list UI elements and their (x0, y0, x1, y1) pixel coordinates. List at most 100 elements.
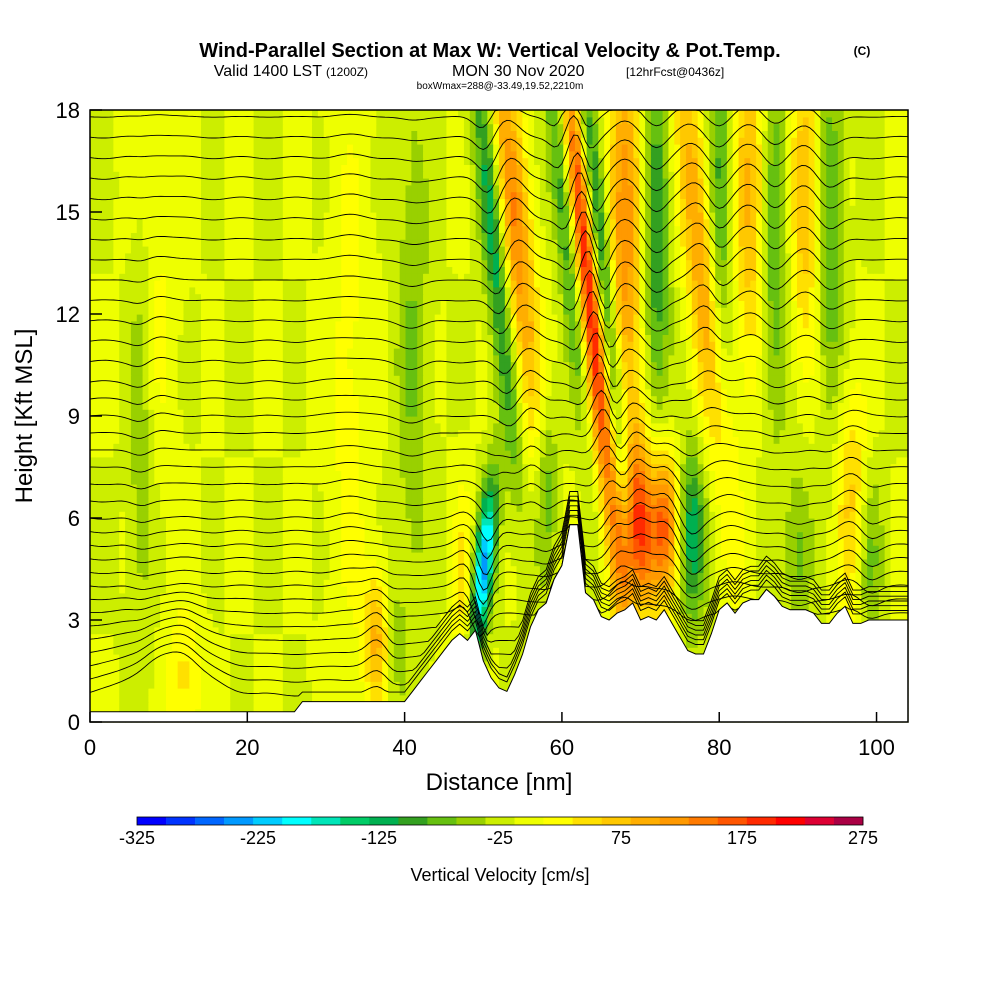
velocity-cell (335, 667, 342, 675)
velocity-cell (294, 606, 301, 614)
velocity-cell (592, 599, 599, 607)
velocity-cell (633, 552, 640, 560)
velocity-cell (288, 592, 296, 601)
velocity-cell (183, 592, 190, 601)
velocity-cell (487, 538, 494, 546)
velocity-cell (434, 518, 442, 526)
velocity-cell (586, 572, 594, 580)
velocity-cell (224, 613, 231, 621)
velocity-cell (206, 531, 214, 539)
velocity-cell (843, 490, 851, 499)
velocity-cell (288, 620, 296, 628)
velocity-cell (516, 592, 523, 601)
velocity-cell (814, 531, 821, 539)
velocity-cell (218, 586, 225, 594)
velocity-cell (592, 538, 599, 546)
velocity-cell (510, 497, 518, 505)
velocity-cell (177, 674, 185, 682)
velocity-cell (335, 572, 342, 580)
velocity-cell (399, 694, 407, 703)
velocity-cell (487, 667, 494, 675)
velocity-cell (621, 552, 629, 560)
velocity-cell (428, 477, 436, 485)
velocity-cell (522, 592, 529, 601)
velocity-cell (206, 538, 214, 546)
velocity-cell (276, 681, 284, 689)
velocity-cell (627, 524, 634, 533)
velocity-cell (382, 490, 389, 499)
velocity-cell (399, 538, 407, 546)
velocity-cell (796, 579, 804, 587)
velocity-cell (206, 524, 214, 533)
velocity-cell (271, 518, 278, 526)
velocity-cell (230, 538, 237, 546)
velocity-cell (499, 599, 506, 607)
velocity-cell (732, 518, 740, 526)
velocity-cell (639, 579, 646, 587)
velocity-cell (358, 490, 366, 499)
velocity-cell (236, 511, 243, 519)
velocity-cell (779, 565, 786, 573)
velocity-cell (148, 579, 155, 587)
velocity-cell (709, 572, 716, 580)
velocity-cell (756, 524, 763, 533)
velocity-cell (796, 558, 804, 567)
velocity-cell (393, 586, 401, 594)
velocity-cell (493, 565, 500, 573)
velocity-cell (347, 531, 354, 539)
velocity-cell (136, 654, 144, 662)
velocity-cell (288, 599, 296, 607)
velocity-cell (317, 545, 325, 553)
velocity-cell (206, 694, 214, 703)
velocity-cell (434, 545, 442, 553)
velocity-cell (621, 592, 629, 601)
velocity-cell (387, 565, 395, 573)
velocity-cell (376, 518, 383, 526)
velocity-cell (294, 545, 301, 553)
velocity-cell (165, 538, 173, 546)
velocity-cell (837, 545, 845, 553)
velocity-cell (738, 599, 745, 607)
velocity-cell (335, 674, 342, 682)
velocity-cell (201, 660, 208, 669)
velocity-cell (376, 620, 383, 628)
velocity-cell (808, 524, 816, 533)
velocity-cell (160, 694, 167, 703)
velocity-cell (370, 490, 377, 499)
velocity-cell (189, 538, 196, 546)
velocity-cell (212, 518, 220, 526)
velocity-cell (107, 518, 114, 526)
velocity-cell (177, 484, 185, 492)
velocity-cell (487, 647, 494, 655)
velocity-cell (347, 538, 354, 546)
velocity-cell (241, 688, 249, 696)
velocity-cell (750, 558, 757, 567)
velocity-cell (855, 613, 862, 621)
velocity-cell (668, 606, 675, 614)
velocity-cell (218, 620, 225, 628)
velocity-cell (399, 565, 407, 573)
velocity-cell (247, 681, 255, 689)
velocity-cell (165, 518, 173, 526)
velocity-cell (469, 490, 477, 499)
velocity-cell (469, 613, 477, 621)
velocity-cell (387, 484, 395, 492)
velocity-cell (499, 633, 506, 641)
velocity-cell (358, 552, 366, 560)
velocity-cell (125, 681, 132, 689)
velocity-cell (516, 538, 523, 546)
velocity-cell (499, 626, 506, 635)
velocity-cell (884, 490, 892, 499)
velocity-cell (241, 620, 249, 628)
velocity-cell (236, 545, 243, 553)
velocity-cell (872, 552, 880, 560)
velocity-cell (528, 504, 535, 512)
velocity-cell (744, 504, 751, 512)
velocity-cell (528, 558, 535, 567)
velocity-cell (580, 511, 588, 519)
velocity-cell (113, 620, 120, 628)
velocity-cell (796, 599, 804, 607)
velocity-cell (726, 552, 734, 560)
velocity-cell (101, 681, 109, 689)
velocity-cell (849, 518, 857, 526)
